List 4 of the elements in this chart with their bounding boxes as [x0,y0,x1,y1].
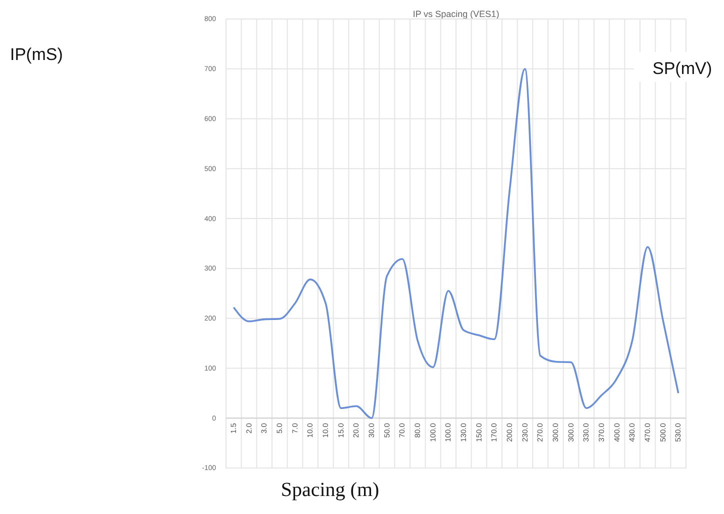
chart-title: IP vs Spacing (VES1) [412,9,500,19]
x-axis-title: Spacing (m) [280,479,380,501]
annotation: SP(mV) [652,59,712,78]
text: IP(mS) [10,45,63,64]
